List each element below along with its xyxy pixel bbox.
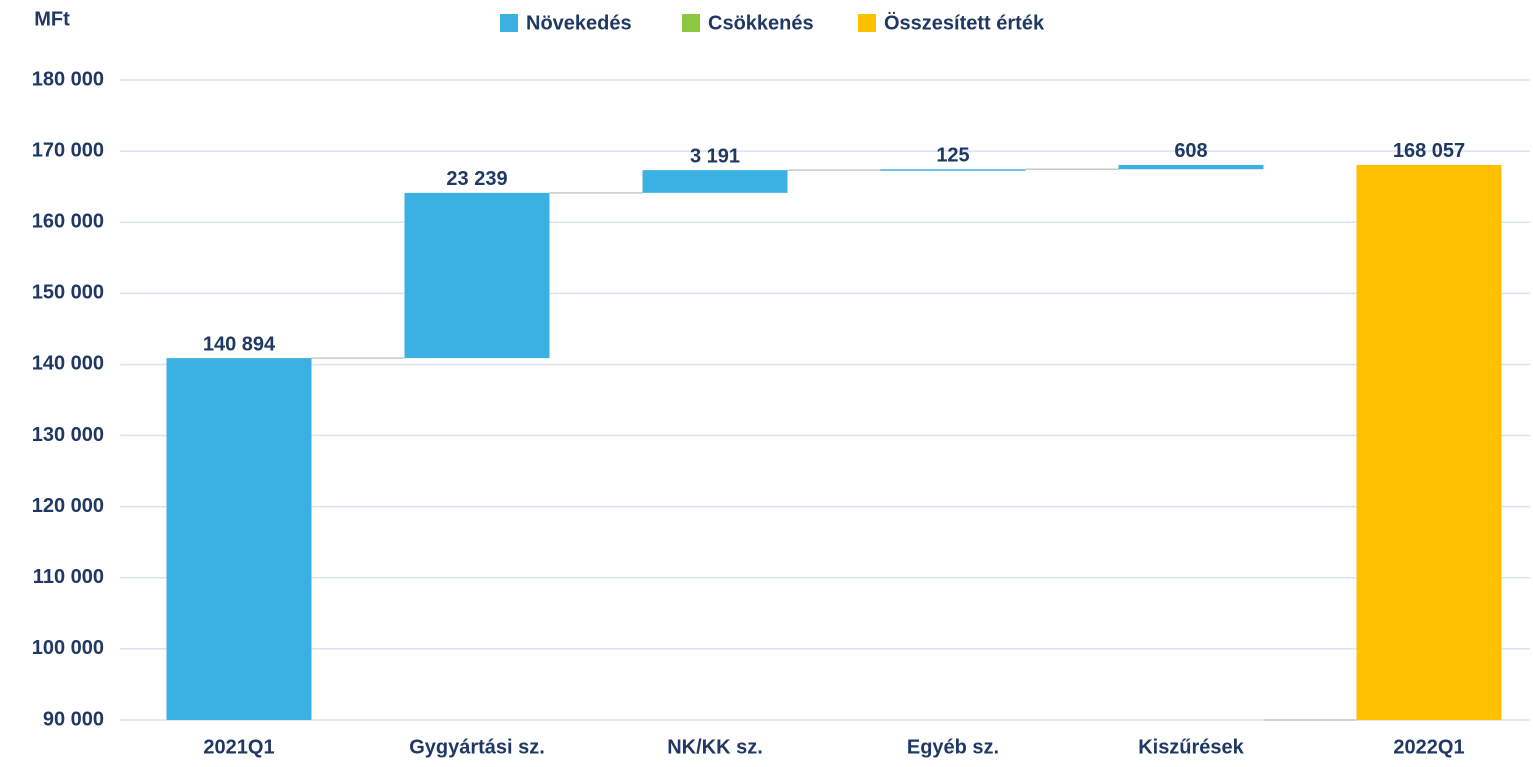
y-tick-label: 160 000	[32, 211, 104, 233]
y-axis-label: MFt	[34, 8, 70, 30]
value-label: 168 057	[1393, 140, 1465, 162]
x-tick-label: Egyéb sz.	[907, 736, 999, 758]
x-tick-label: Gygyártási sz.	[409, 736, 545, 758]
y-tick-label: 90 000	[43, 708, 104, 730]
value-label: 125	[936, 145, 969, 167]
x-tick-label: Kiszűrések	[1138, 736, 1244, 758]
x-tick-label: 2022Q1	[1393, 736, 1464, 758]
x-tick-label: NK/KK sz.	[667, 736, 763, 758]
y-tick-label: 110 000	[33, 566, 104, 588]
bar	[404, 192, 550, 359]
y-tick-label: 100 000	[32, 637, 104, 659]
bar	[1356, 164, 1502, 721]
y-tick-label: 170 000	[32, 139, 104, 161]
legend-label: Csökkenés	[708, 12, 814, 34]
value-label: 140 894	[203, 333, 276, 355]
value-label: 23 239	[446, 168, 507, 190]
bar	[642, 170, 788, 193]
legend-label: Összesített érték	[884, 11, 1045, 34]
bar	[1118, 164, 1264, 170]
y-tick-label: 180 000	[32, 68, 104, 90]
legend-swatch	[858, 14, 876, 32]
legend-swatch	[500, 14, 518, 32]
y-tick-label: 120 000	[32, 495, 104, 517]
y-tick-label: 130 000	[32, 424, 104, 446]
bar	[880, 169, 1026, 171]
value-label: 3 191	[690, 145, 740, 167]
legend-swatch	[682, 14, 700, 32]
y-tick-label: 140 000	[32, 353, 104, 375]
legend-label: Növekedés	[526, 12, 632, 34]
bar	[166, 358, 312, 720]
x-tick-label: 2021Q1	[203, 736, 274, 758]
value-label: 608	[1174, 140, 1207, 162]
y-tick-label: 150 000	[32, 282, 104, 304]
